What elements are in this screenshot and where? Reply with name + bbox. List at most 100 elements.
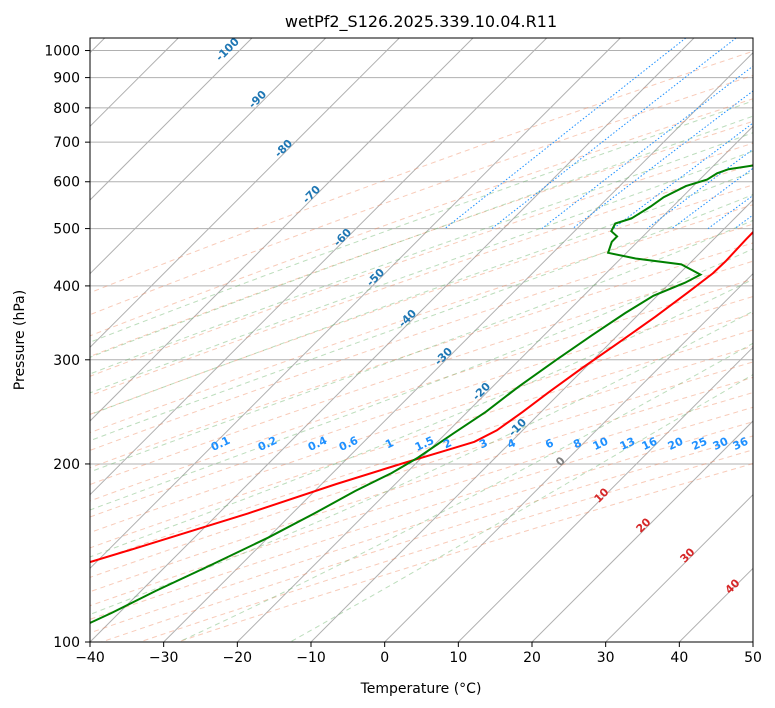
y-axis: 100 200 300 400 500 600 700 800 900 1000 xyxy=(44,44,90,651)
mixing-ratio-label: 1.5 xyxy=(413,434,436,454)
x-tick-label: 50 xyxy=(744,650,762,666)
dry-adiabat-label: -10 xyxy=(506,416,529,439)
dry-adiabat-line xyxy=(90,98,753,337)
moist-adiabat-line xyxy=(90,310,753,616)
y-tick-label: 300 xyxy=(53,353,80,369)
moist-adiabat-line xyxy=(90,219,753,473)
isotherm-line xyxy=(531,420,753,642)
dry-adiabat-label: -80 xyxy=(272,137,295,160)
x-tick-label: 40 xyxy=(670,650,688,666)
x-tick-label: 10 xyxy=(449,650,467,666)
dry-adiabat-line xyxy=(90,142,753,377)
mixing-ratio-label: 0.1 xyxy=(209,434,232,454)
mixing-ratio-label: 13 xyxy=(618,435,637,453)
mixing-ratio-label: 3 xyxy=(477,436,489,451)
mixing-ratio-line xyxy=(671,167,753,229)
dry-adiabat-line xyxy=(90,260,753,486)
plot-area: -100-90-80-70-60-50-40-30-20-100.1 0.2 0.4… xyxy=(90,35,753,642)
dry-adiabat-label: -30 xyxy=(432,345,455,368)
dry-adiabat-line xyxy=(90,329,753,549)
mixing-ratio-line xyxy=(612,122,753,229)
mixing-ratio-label: 1 xyxy=(383,436,395,451)
x-tick-label: −10 xyxy=(296,650,326,666)
mixing-ratio-line xyxy=(444,38,687,229)
isotherm-line xyxy=(457,346,753,642)
isotherm-line xyxy=(90,38,327,275)
mixing-ratio-label: 10 xyxy=(591,435,611,453)
x-axis: −40 −30 −20 −10 0 10 20 30 40 50 xyxy=(75,642,762,666)
mixing-ratio-line xyxy=(572,90,753,229)
dry-adiabat-line xyxy=(90,74,753,316)
dry-adiabat-line xyxy=(90,184,753,415)
moist-adiabat-label: 20 xyxy=(634,515,654,535)
moist-adiabat-label: 10 xyxy=(592,485,612,505)
mixing-ratio-line xyxy=(734,214,753,230)
y-tick-label: 200 xyxy=(53,457,80,473)
isotherm-line xyxy=(90,38,548,496)
x-tick-label: −30 xyxy=(149,650,179,666)
mixing-ratio-label: 30 xyxy=(711,435,731,453)
mixing-ratio-label: 20 xyxy=(666,435,686,453)
y-tick-label: 800 xyxy=(53,101,80,117)
isotherm-line xyxy=(90,38,474,422)
chart-title: wetPf2_S126.2025.339.10.04.R11 xyxy=(285,12,557,32)
plot-frame xyxy=(89,37,754,643)
mixing-ratio-label: 8 xyxy=(571,436,583,451)
mixing-ratio-label: 0.2 xyxy=(256,434,279,454)
isotherm-line xyxy=(90,38,621,570)
x-tick-label: −40 xyxy=(75,650,105,666)
moist-adiabat-line xyxy=(90,171,753,416)
dry-adiabat-line xyxy=(90,392,753,607)
dry-adiabat-label: -40 xyxy=(396,307,419,330)
moist-adiabat-line xyxy=(289,373,753,642)
isotherm-line xyxy=(384,272,753,642)
plot-clip-group xyxy=(90,38,753,642)
moist-adiabat-line xyxy=(90,248,753,511)
isotherm-line xyxy=(236,125,753,642)
dry-adiabat-label: -20 xyxy=(470,380,493,403)
dry-adiabat-line xyxy=(90,204,753,434)
dry-adiabat-label: -100 xyxy=(213,35,242,64)
y-tick-label: 600 xyxy=(53,175,80,191)
dry-adiabat-line xyxy=(90,278,753,502)
isotherm-line xyxy=(90,38,695,642)
dry-adiabat-line xyxy=(101,435,753,642)
moist-adiabat-label: 30 xyxy=(678,545,698,565)
x-axis-label: Temperature (°C) xyxy=(360,681,482,697)
mixing-ratio-label: 25 xyxy=(690,435,709,453)
isotherm-line xyxy=(310,199,753,642)
dry-adiabat-label: -60 xyxy=(331,226,354,249)
mixing-ratio-label: 36 xyxy=(731,435,751,453)
dry-adiabat-line xyxy=(90,295,753,518)
temperature-profile-line xyxy=(90,230,753,564)
moist-adiabat-label: 40 xyxy=(723,576,743,596)
moist-adiabat-line xyxy=(90,194,753,442)
y-tick-label: 100 xyxy=(53,635,80,651)
dry-adiabat-line xyxy=(90,50,753,294)
mixing-ratio-line xyxy=(541,65,753,229)
dewpoint-profile-line xyxy=(90,164,753,625)
dry-adiabat-line xyxy=(90,120,753,357)
moist-adiabat-line xyxy=(90,278,753,558)
x-tick-label: −20 xyxy=(223,650,253,666)
mixing-ratio-line xyxy=(707,194,753,230)
dry-adiabat-line xyxy=(90,312,753,534)
y-tick-label: 400 xyxy=(53,279,80,295)
dry-adiabat-line xyxy=(90,376,753,593)
y-tick-label: 1000 xyxy=(44,44,80,60)
y-axis-label: Pressure (hPa) xyxy=(12,290,28,390)
isotherm-line xyxy=(605,493,753,642)
mixing-ratio-line xyxy=(646,148,753,229)
mixing-ratio-label: 4 xyxy=(505,436,518,451)
y-tick-label: 900 xyxy=(53,71,80,87)
mixing-ratio-label: 0.6 xyxy=(337,434,360,454)
moist-adiabat-line xyxy=(90,100,753,343)
mixing-ratio-label: 16 xyxy=(640,435,660,453)
isotherm-line xyxy=(90,38,253,201)
dry-adiabat-label: -70 xyxy=(300,183,323,206)
isotherm-line xyxy=(90,38,400,349)
isotherm-line xyxy=(163,51,753,642)
y-tick-label: 500 xyxy=(53,222,80,238)
x-tick-label: 20 xyxy=(523,650,541,666)
